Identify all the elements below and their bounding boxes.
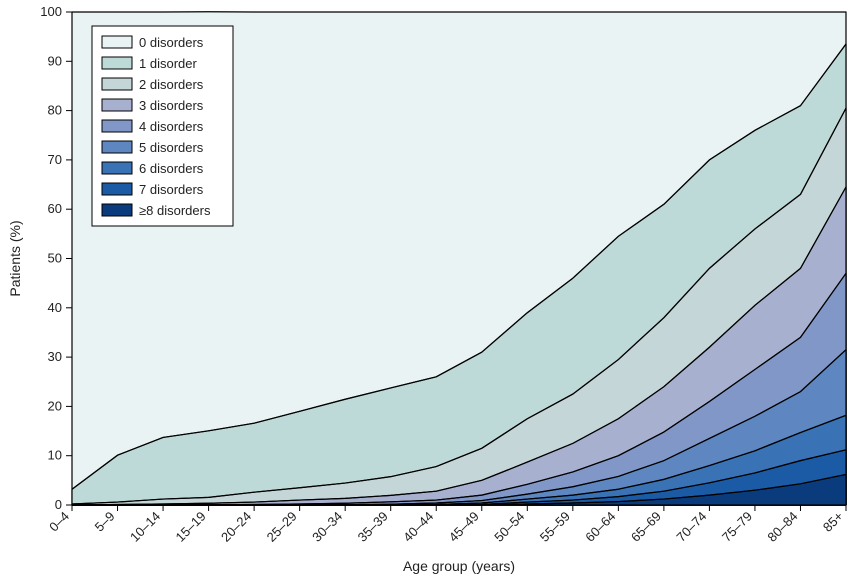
- y-tick-label: 80: [48, 103, 62, 118]
- legend-label: 7 disorders: [139, 182, 204, 197]
- legend-swatch: [102, 183, 132, 195]
- y-tick-label: 70: [48, 152, 62, 167]
- legend-label: ≥8 disorders: [139, 203, 211, 218]
- x-tick-label: 85+: [820, 509, 846, 535]
- y-tick-label: 50: [48, 251, 62, 266]
- x-tick-label: 65–69: [628, 509, 664, 545]
- x-tick-label: 5–9: [92, 509, 118, 535]
- x-tick-label: 75–79: [719, 509, 755, 545]
- legend-label: 2 disorders: [139, 77, 204, 92]
- legend: 0 disorders 1 disorder 2 disorders 3 disord…: [92, 26, 233, 226]
- legend-swatch: [102, 120, 132, 132]
- x-axis-label: Age group (years): [403, 558, 515, 574]
- x-tick-label: 50–54: [491, 509, 527, 545]
- y-tick-label: 40: [48, 300, 62, 315]
- legend-label: 4 disorders: [139, 119, 204, 134]
- legend-swatch: [102, 141, 132, 153]
- x-tick-label: 40–44: [400, 509, 436, 545]
- y-tick-label: 30: [48, 349, 62, 364]
- x-tick-label: 30–34: [309, 509, 345, 545]
- y-tick-label: 100: [40, 4, 62, 19]
- legend-label: 5 disorders: [139, 140, 204, 155]
- legend-swatch: [102, 204, 132, 216]
- legend-swatch: [102, 162, 132, 174]
- legend-swatch: [102, 36, 132, 48]
- x-tick-label: 0–4: [46, 509, 72, 535]
- x-tick-label: 80–84: [764, 509, 800, 545]
- x-tick-label: 70–74: [673, 509, 709, 545]
- legend-label: 0 disorders: [139, 35, 204, 50]
- stacked-area-chart: 0102030405060708090100Patients (%)0–45–9…: [0, 0, 866, 585]
- y-tick-label: 20: [48, 398, 62, 413]
- x-tick-label: 35–39: [355, 509, 391, 545]
- legend-swatch: [102, 78, 132, 90]
- x-tick-label: 45–49: [446, 509, 482, 545]
- y-tick-label: 90: [48, 53, 62, 68]
- chart-container: 0102030405060708090100Patients (%)0–45–9…: [0, 0, 866, 585]
- y-tick-label: 10: [48, 448, 62, 463]
- x-tick-label: 25–29: [264, 509, 300, 545]
- legend-label: 1 disorder: [139, 56, 197, 71]
- x-tick-label: 20–24: [218, 509, 254, 545]
- y-axis-label: Patients (%): [7, 220, 23, 296]
- legend-swatch: [102, 57, 132, 69]
- legend-label: 6 disorders: [139, 161, 204, 176]
- x-tick-label: 10–14: [127, 509, 163, 545]
- x-tick-label: 60–64: [582, 509, 618, 545]
- legend-swatch: [102, 99, 132, 111]
- x-tick-label: 15–19: [173, 509, 209, 545]
- x-tick-label: 55–59: [537, 509, 573, 545]
- legend-label: 3 disorders: [139, 98, 204, 113]
- y-tick-label: 60: [48, 201, 62, 216]
